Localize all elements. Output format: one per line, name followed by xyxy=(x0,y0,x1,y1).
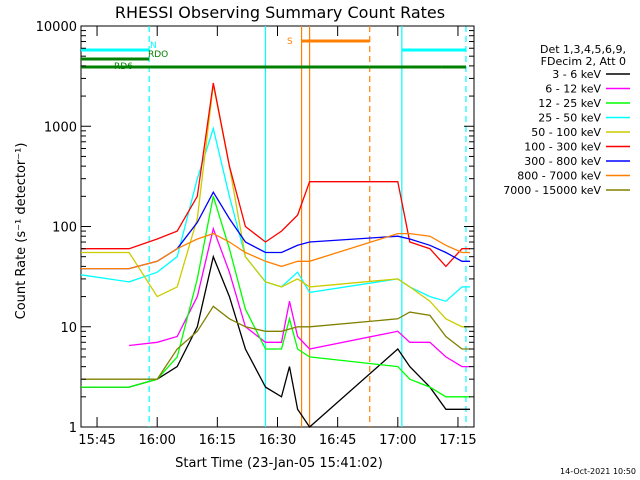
y-tick-label: 10000 xyxy=(36,20,77,35)
plot-area xyxy=(80,25,475,428)
axes-layer: 15:45 16:00 16:15 16:30 16:45 17:00 17:15 1 10 10… xyxy=(36,20,477,448)
x-tick-label: 16:00 xyxy=(138,433,175,448)
x-tick-label: 15:45 xyxy=(78,433,115,448)
timestamp-footer: 14-Oct-2021 10:50 xyxy=(560,467,636,476)
series-line xyxy=(81,196,470,398)
legend-item-label: 6 - 12 keV xyxy=(545,83,601,96)
legend-item-label: 12 - 25 keV xyxy=(538,97,601,110)
legend-item-label: 50 - 100 keV xyxy=(531,126,601,139)
x-tick-label: 17:15 xyxy=(439,433,476,448)
status-label-rd6: RD6 xyxy=(114,62,133,72)
legend-item-label: 100 - 300 keV xyxy=(524,141,601,154)
x-tick-label: 17:00 xyxy=(379,433,416,448)
series-line xyxy=(81,232,470,270)
legend-item-label: 800 - 7000 keV xyxy=(517,170,601,183)
x-tick-label: 16:15 xyxy=(199,433,236,448)
legend-item-label: 300 - 800 keV xyxy=(524,155,601,168)
y-tick-label: 100 xyxy=(52,221,77,236)
legend-header: FDecim 2, Att 0 xyxy=(541,55,626,68)
status-label-n: N xyxy=(150,41,157,51)
series-line xyxy=(81,190,470,270)
y-tick-label: 1000 xyxy=(44,120,77,135)
status-label-rdo: RDO xyxy=(148,50,168,60)
series-line xyxy=(81,305,470,380)
series-line xyxy=(80,126,470,302)
x-axis-label: Start Time (23-Jan-05 15:41:02) xyxy=(175,456,383,471)
x-tick-label: 16:45 xyxy=(319,433,356,448)
y-tick-label: 1 xyxy=(69,421,77,436)
chart-title: RHESSI Observing Summary Count Rates xyxy=(115,3,445,22)
series-line xyxy=(81,82,470,268)
y-axis-label: Count Rate (s⁻¹ detector⁻¹) xyxy=(14,143,29,320)
legend-item-label: 25 - 50 keV xyxy=(538,112,601,125)
series-line xyxy=(81,84,470,328)
x-tick-label: 16:30 xyxy=(259,433,296,448)
legend-item-label: 7000 - 15000 keV xyxy=(503,184,601,197)
series-line xyxy=(129,226,470,368)
y-tick-label: 10 xyxy=(60,321,77,336)
legend-header: Det 1,3,4,5,6,9, xyxy=(540,43,626,56)
plot-frame xyxy=(80,25,475,428)
status-label-s: S xyxy=(287,37,293,47)
legend: Det 1,3,4,5,6,9,FDecim 2, Att 03 - 6 keV… xyxy=(503,43,630,197)
legend-item-label: 3 - 6 keV xyxy=(552,68,601,81)
